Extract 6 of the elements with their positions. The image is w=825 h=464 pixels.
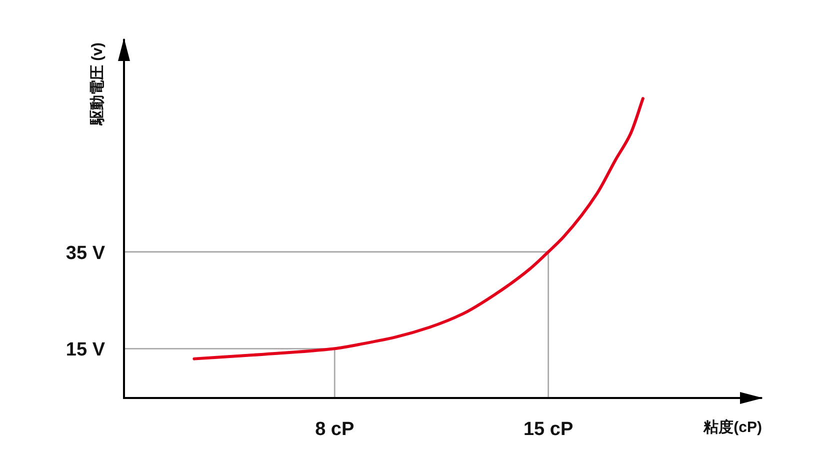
y-tick-label: 15 V <box>66 340 106 361</box>
x-tick-label: 8 cP <box>315 419 354 440</box>
x-tick-label: 15 cP <box>523 419 574 440</box>
y-axis-title: 駆動電圧 (v) <box>89 42 106 126</box>
y-tick-label: 35 V <box>66 242 106 264</box>
x-axis-title: 粘度(cP) <box>702 418 762 436</box>
